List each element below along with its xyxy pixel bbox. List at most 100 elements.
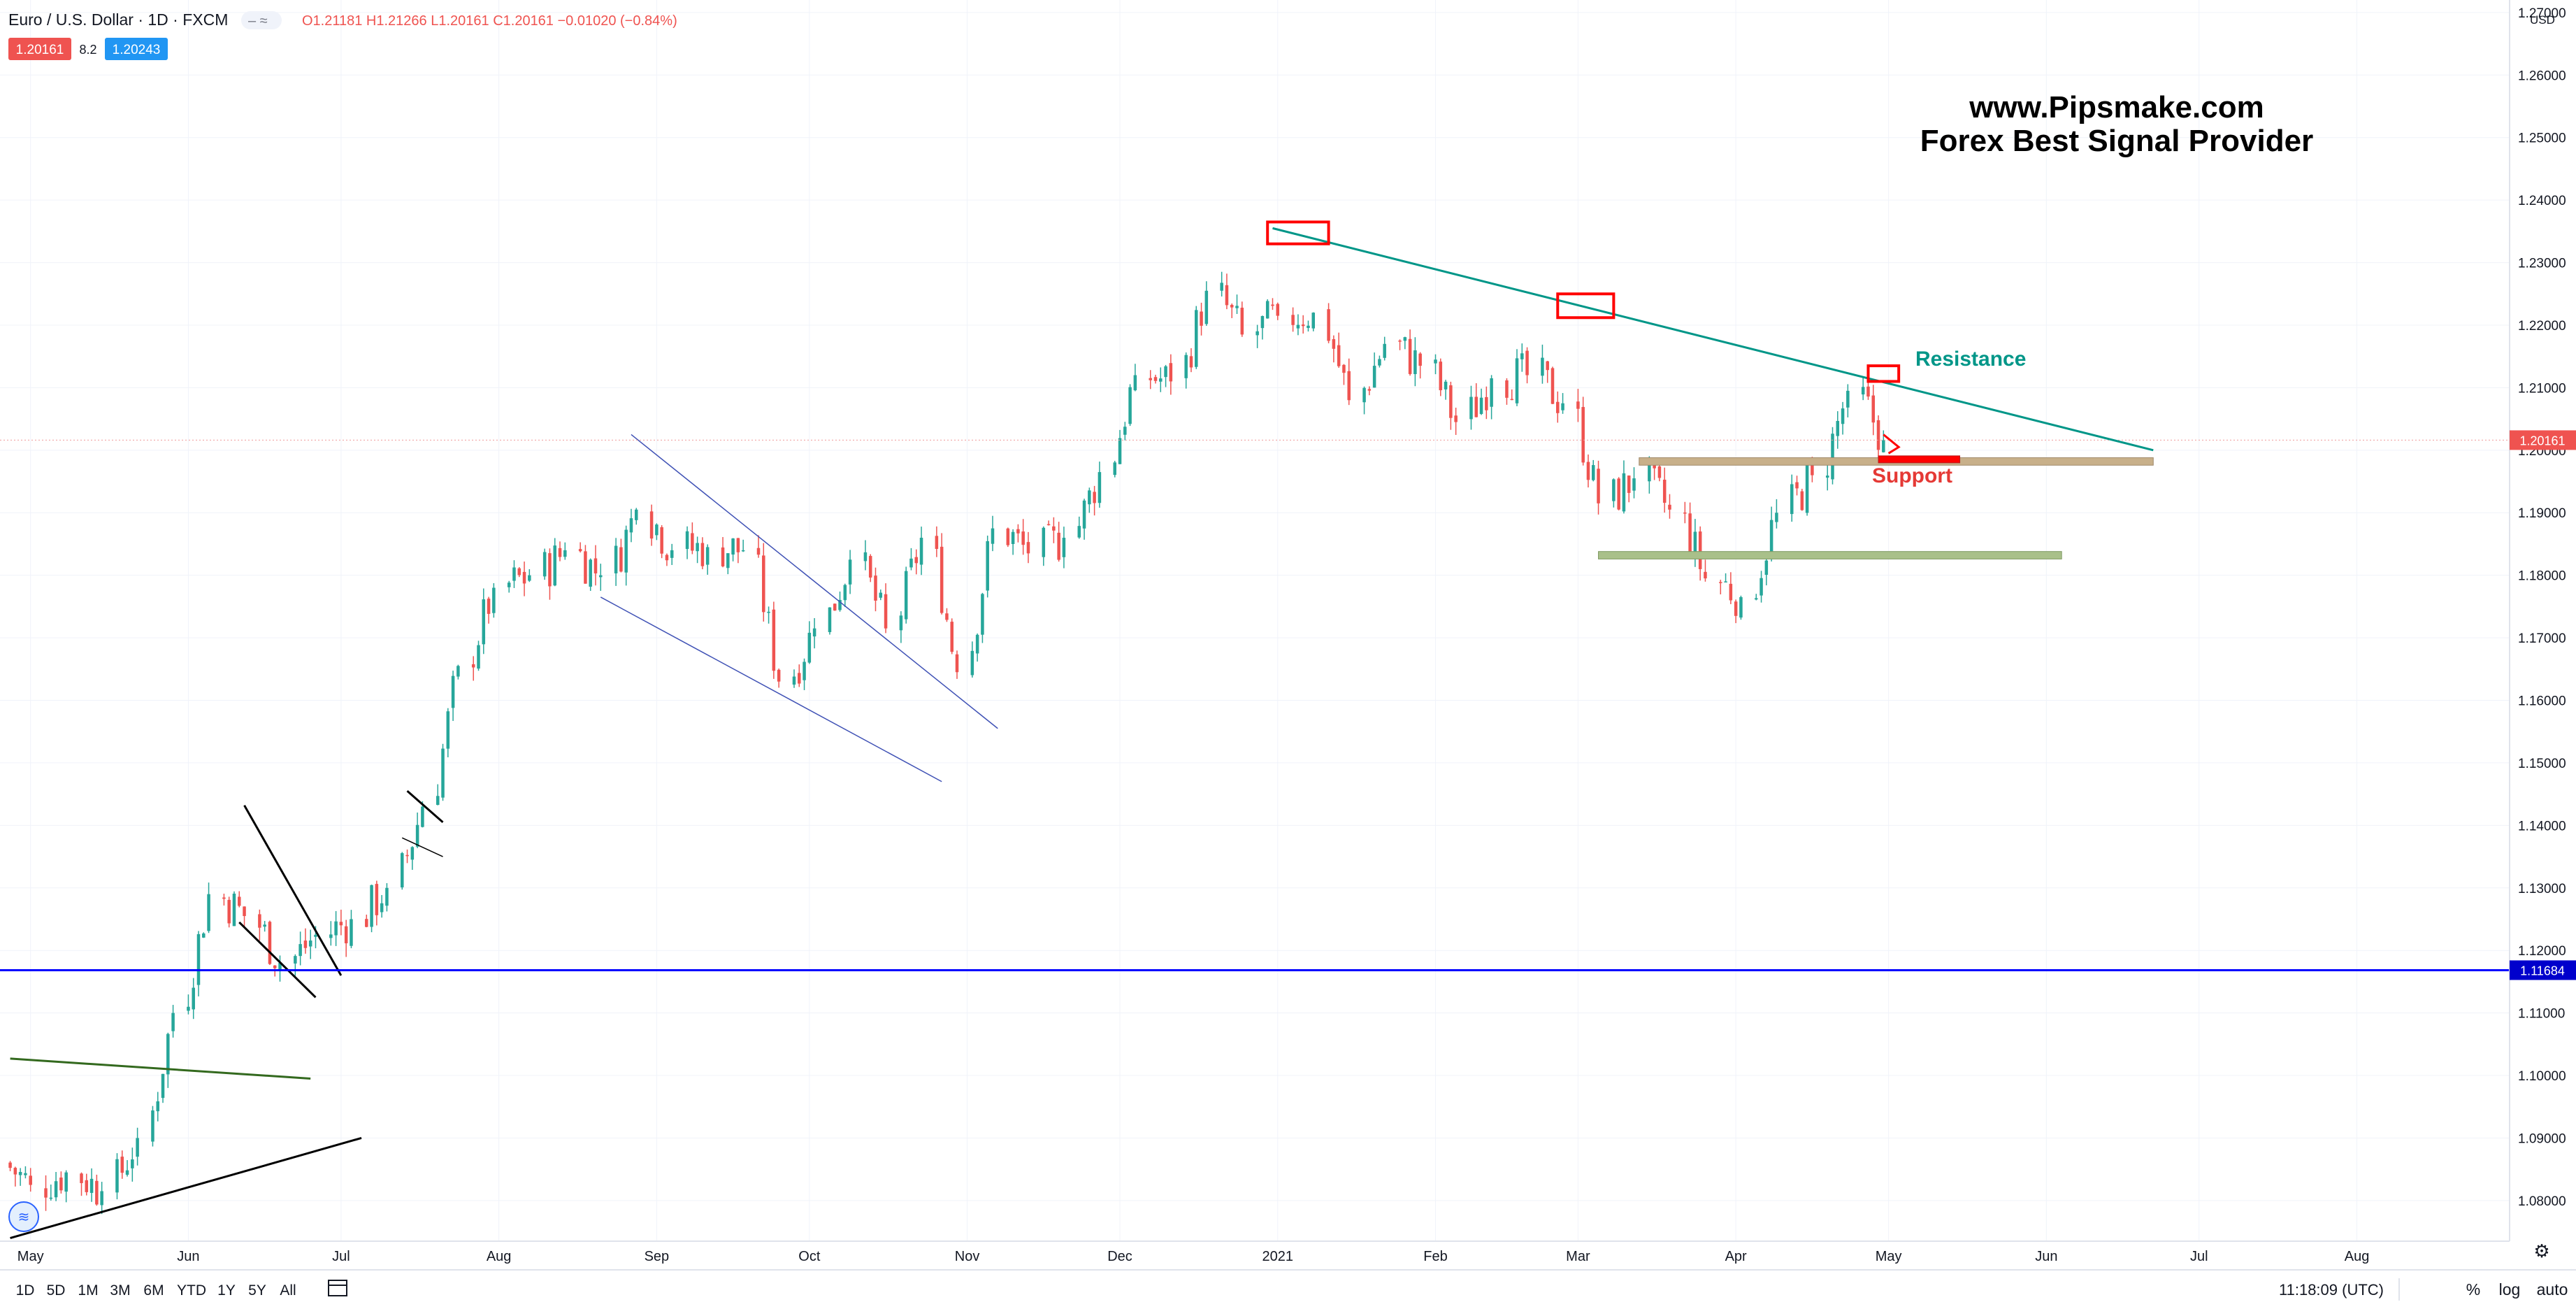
candle-down — [1006, 528, 1010, 545]
x-tick-label: Aug — [2345, 1249, 2370, 1264]
candle-down — [721, 547, 725, 566]
candle-up — [838, 599, 842, 610]
candle-up — [125, 1170, 129, 1175]
range-button-all[interactable]: All — [280, 1282, 296, 1299]
candle-up — [329, 934, 333, 938]
candle-down — [1719, 582, 1722, 583]
candle-up — [446, 711, 450, 749]
resistance-trendline — [1272, 227, 2154, 452]
candle-up — [350, 919, 353, 946]
x-tick-label: Feb — [1423, 1249, 1447, 1264]
candle-up — [1113, 462, 1117, 475]
auto-toggle[interactable]: auto — [2537, 1280, 2568, 1299]
candle-up — [904, 571, 908, 620]
candle-down — [593, 558, 598, 574]
candle-up — [1082, 500, 1086, 529]
candle-down — [1474, 396, 1478, 417]
sell-button[interactable] — [8, 38, 71, 60]
candle-down — [1556, 401, 1560, 413]
candle-up — [655, 524, 659, 536]
candle-down — [1617, 478, 1620, 510]
candle-up — [629, 518, 633, 533]
range-button-1m[interactable]: 1M — [78, 1282, 98, 1299]
candle-down — [80, 1173, 83, 1183]
x-tick-label: 2021 — [1262, 1249, 1294, 1264]
range-button-5y[interactable]: 5Y — [248, 1282, 266, 1299]
candle-down — [59, 1177, 63, 1191]
candle-up — [1882, 440, 1885, 452]
candle-up — [899, 615, 903, 631]
tradingview-logo[interactable] — [8, 1201, 39, 1232]
calendar-icon[interactable] — [328, 1280, 347, 1296]
candle-down — [1668, 504, 1671, 510]
range-button-5d[interactable]: 5D — [47, 1282, 66, 1299]
candle-down — [1871, 395, 1876, 423]
candle-up — [599, 575, 603, 578]
candle-down — [1021, 531, 1025, 545]
x-tick-label: Jun — [177, 1249, 199, 1264]
trendline-green — [10, 1057, 311, 1080]
channel-line-upper — [631, 434, 998, 729]
candle-down — [471, 664, 475, 668]
candle-up — [512, 567, 516, 581]
candle-down — [1800, 491, 1804, 510]
candle-up — [741, 550, 745, 552]
candle-down — [243, 906, 246, 917]
candle-down — [1026, 542, 1030, 554]
range-button-1y[interactable]: 1Y — [217, 1282, 236, 1299]
candle-down — [914, 557, 919, 564]
candle-up — [1515, 358, 1519, 403]
candle-down — [1230, 304, 1234, 308]
candle-down — [1683, 512, 1687, 514]
range-button-ytd[interactable]: YTD — [177, 1282, 206, 1299]
candle-up — [1693, 531, 1697, 557]
candle-down — [833, 603, 837, 611]
hline-price-badge — [2510, 960, 2576, 980]
candle-up — [171, 1013, 175, 1031]
candle-up — [1805, 464, 1809, 513]
range-button-1d[interactable]: 1D — [16, 1282, 35, 1299]
candle-down — [85, 1180, 89, 1192]
candle-down — [1332, 339, 1336, 349]
candle-up — [1469, 396, 1473, 420]
candle-up — [1383, 343, 1386, 358]
log-toggle[interactable]: log — [2499, 1280, 2521, 1299]
range-button-6m[interactable]: 6M — [143, 1282, 164, 1299]
candle-down — [8, 1162, 12, 1168]
peak-box-3 — [1866, 364, 1901, 383]
candle-up — [1255, 331, 1259, 336]
settings-gear-icon[interactable]: ⚙ — [2533, 1240, 2549, 1261]
candle-up — [1159, 378, 1163, 382]
candle-down — [1418, 353, 1422, 366]
candle-up — [507, 582, 511, 587]
y-tick-label: 1.15000 — [2518, 757, 2566, 771]
candle-down — [1657, 466, 1662, 478]
candle-up — [314, 934, 317, 937]
buy-button[interactable] — [105, 38, 168, 60]
candle-up — [542, 552, 547, 577]
candle-down — [1795, 482, 1799, 489]
buy-price: 1.20243 — [113, 43, 161, 57]
candle-up — [1195, 310, 1198, 367]
y-tick-label: 1.08000 — [2518, 1194, 2566, 1209]
percent-toggle[interactable]: % — [2466, 1280, 2480, 1299]
candle-up — [1296, 324, 1300, 329]
candle-up — [441, 748, 445, 798]
x-tick-label: Nov — [955, 1249, 980, 1264]
candle-up — [334, 921, 338, 936]
y-tick-label: 1.17000 — [2518, 631, 2566, 646]
candle-up — [192, 987, 195, 1010]
candle-up — [670, 550, 674, 558]
candle-down — [1327, 309, 1330, 341]
y-tick-label: 1.16000 — [2518, 694, 2566, 709]
candle-down — [874, 575, 877, 601]
compare-pill[interactable] — [241, 11, 282, 29]
x-tick-label: Jun — [2035, 1249, 2057, 1264]
range-button-3m[interactable]: 3M — [110, 1282, 130, 1299]
candle-down — [1271, 304, 1274, 306]
candle-down — [344, 926, 348, 944]
candle-down — [1240, 308, 1244, 335]
candle-down — [884, 594, 888, 629]
